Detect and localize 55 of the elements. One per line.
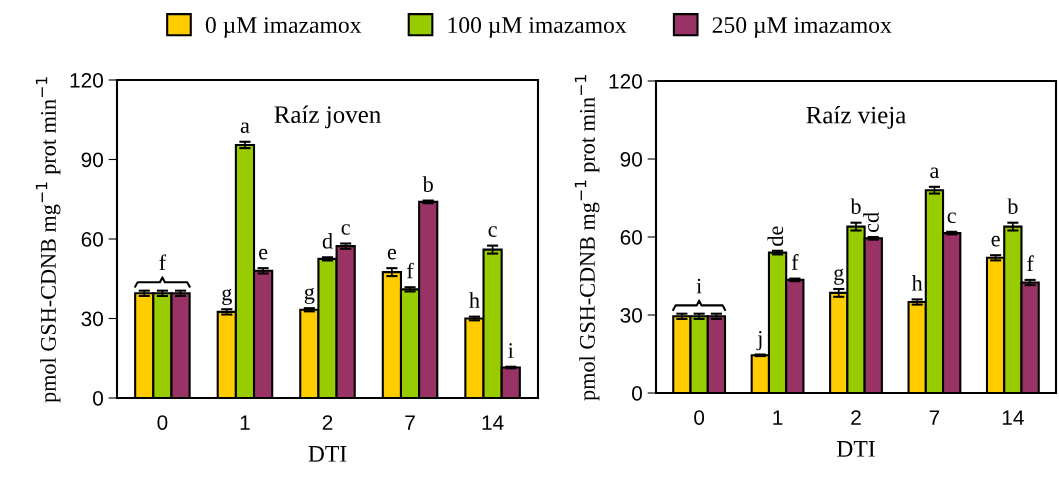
x-axis-title: DTI <box>837 441 875 457</box>
data-label: a <box>240 122 250 134</box>
x-tick-label: 0 <box>157 415 168 430</box>
data-label: c <box>947 212 956 224</box>
data-label: g <box>222 288 232 306</box>
y-tick-label: 90 <box>620 152 642 167</box>
x-axis-title: DTI <box>308 446 347 462</box>
data-label: a <box>930 167 940 179</box>
x-tick-label: 1 <box>773 410 783 425</box>
annotation: i <box>696 278 702 294</box>
y-tick-label: 90 <box>81 152 103 168</box>
legend-label: 250 µM imazamox <box>712 17 892 38</box>
y-tick-label: 0 <box>93 391 103 406</box>
data-label: f <box>1027 255 1034 271</box>
y-axis-title: pmol GSH-CDNB mg$^{−1}$ prot min$^{−1}$ <box>574 75 600 401</box>
data-label: h <box>469 292 480 308</box>
data-label: d <box>322 232 333 249</box>
y-tick-label: 30 <box>81 311 103 327</box>
y-tick-label: 60 <box>620 230 642 245</box>
text: Raíz vieja <box>806 105 906 129</box>
x-tick-label: 14 <box>482 415 504 430</box>
legend-label: 0 µM imazamox <box>205 17 362 38</box>
x-tick-label: 0 <box>694 410 705 425</box>
data-label: b <box>850 198 861 215</box>
data-label: b <box>1007 198 1018 215</box>
x-tick-label: 14 <box>1002 410 1024 425</box>
data-label: h <box>911 275 923 291</box>
y-tick-label: 120 <box>70 73 103 88</box>
y-tick-label: 0 <box>632 386 642 401</box>
data-label: e <box>259 248 268 260</box>
text: Raíz joven <box>274 105 381 129</box>
y-tick-label: 60 <box>81 232 103 247</box>
y-tick-label: 30 <box>620 308 642 323</box>
data-label: i <box>508 343 514 358</box>
x-tick-label: 7 <box>405 415 415 430</box>
data-label: g <box>834 268 844 285</box>
data-label: c <box>488 226 497 237</box>
data-label: g <box>304 287 315 304</box>
data-label: b <box>422 176 433 192</box>
x-tick-label: 7 <box>929 410 940 425</box>
x-tick-label: 2 <box>322 415 333 430</box>
data-label: c <box>341 224 350 235</box>
x-tick-label: 1 <box>240 415 250 430</box>
data-label: f <box>791 254 799 270</box>
data-label: e <box>387 248 397 260</box>
data-label: cd <box>863 212 879 232</box>
data-label: f <box>407 262 414 279</box>
annotation: f <box>159 254 167 271</box>
data-label: j <box>756 330 762 351</box>
y-axis-title: pmol GSH-CDNB mg$^{−1}$ prot min$^{−1}$ <box>35 77 61 403</box>
x-tick-label: 2 <box>851 410 861 425</box>
data-label: de <box>767 226 784 246</box>
data-label: e <box>991 235 1000 247</box>
y-tick-label: 120 <box>609 74 642 89</box>
legend-label: 100 µM imazamox <box>448 17 627 38</box>
